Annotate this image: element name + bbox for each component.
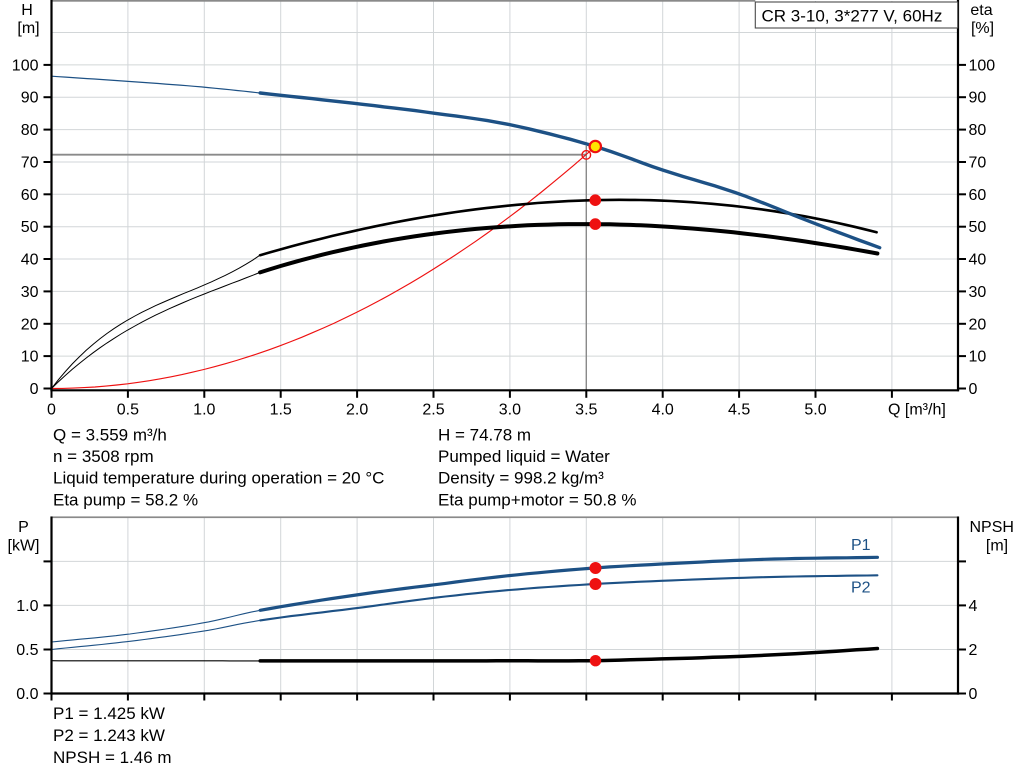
svg-text:Density = 998.2 kg/m³: Density = 998.2 kg/m³: [438, 469, 604, 488]
svg-text:90: 90: [969, 90, 987, 107]
svg-text:0.5: 0.5: [16, 642, 38, 659]
svg-text:0.0: 0.0: [16, 686, 38, 703]
svg-text:80: 80: [969, 122, 987, 139]
svg-text:Q [m³/h]: Q [m³/h]: [888, 401, 946, 418]
svg-text:4: 4: [969, 598, 978, 615]
svg-text:30: 30: [21, 284, 39, 301]
svg-text:20: 20: [969, 316, 987, 333]
svg-text:[m]: [m]: [986, 538, 1008, 555]
svg-text:Eta pump+motor = 50.8 %: Eta pump+motor = 50.8 %: [438, 490, 636, 509]
svg-text:3.5: 3.5: [575, 401, 597, 418]
svg-text:[%]: [%]: [971, 20, 994, 37]
svg-text:70: 70: [969, 154, 987, 171]
svg-text:80: 80: [21, 122, 39, 139]
svg-text:100: 100: [12, 57, 39, 74]
svg-text:P: P: [18, 519, 29, 536]
svg-text:H: H: [21, 2, 33, 19]
svg-text:0: 0: [30, 381, 39, 398]
svg-text:n = 3508 rpm: n = 3508 rpm: [53, 447, 154, 466]
svg-text:Eta pump = 58.2 %: Eta pump = 58.2 %: [53, 490, 198, 509]
svg-text:CR 3-10, 3*277 V, 60Hz: CR 3-10, 3*277 V, 60Hz: [762, 6, 943, 25]
svg-text:NPSH = 1.46 m: NPSH = 1.46 m: [53, 748, 172, 767]
svg-text:3.0: 3.0: [499, 401, 521, 418]
svg-text:0: 0: [969, 381, 978, 398]
svg-text:1.5: 1.5: [270, 401, 292, 418]
svg-text:0: 0: [47, 401, 56, 418]
svg-text:2.0: 2.0: [346, 401, 368, 418]
svg-text:P1 = 1.425 kW: P1 = 1.425 kW: [53, 704, 165, 723]
svg-text:[m]: [m]: [17, 20, 39, 37]
svg-text:10: 10: [969, 349, 987, 366]
svg-text:eta: eta: [970, 2, 992, 19]
svg-text:4.0: 4.0: [652, 401, 674, 418]
svg-text:2.5: 2.5: [422, 401, 444, 418]
svg-text:50: 50: [969, 219, 987, 236]
svg-text:Pumped liquid = Water: Pumped liquid = Water: [438, 447, 610, 466]
svg-text:20: 20: [21, 316, 39, 333]
svg-text:100: 100: [969, 57, 996, 74]
svg-text:90: 90: [21, 90, 39, 107]
svg-text:P2: P2: [851, 580, 871, 597]
svg-text:1.0: 1.0: [193, 401, 215, 418]
svg-text:60: 60: [969, 187, 987, 204]
svg-text:2: 2: [969, 642, 978, 659]
svg-text:NPSH: NPSH: [969, 519, 1013, 536]
svg-text:30: 30: [969, 284, 987, 301]
svg-text:5.0: 5.0: [804, 401, 826, 418]
svg-text:60: 60: [21, 187, 39, 204]
svg-text:H = 74.78 m: H = 74.78 m: [438, 425, 531, 444]
svg-text:[kW]: [kW]: [8, 538, 40, 555]
svg-text:P2 = 1.243 kW: P2 = 1.243 kW: [53, 726, 165, 745]
svg-text:0: 0: [969, 686, 978, 703]
svg-text:P1: P1: [851, 537, 871, 554]
svg-text:40: 40: [21, 252, 39, 269]
svg-text:Q = 3.559 m³/h: Q = 3.559 m³/h: [53, 425, 167, 444]
svg-text:40: 40: [969, 252, 987, 269]
svg-text:1.0: 1.0: [16, 598, 38, 615]
svg-text:50: 50: [21, 219, 39, 236]
svg-text:4.5: 4.5: [728, 401, 750, 418]
svg-text:0.5: 0.5: [117, 401, 139, 418]
svg-text:Liquid temperature during oper: Liquid temperature during operation = 20…: [53, 469, 384, 488]
svg-text:70: 70: [21, 154, 39, 171]
svg-text:10: 10: [21, 349, 39, 366]
